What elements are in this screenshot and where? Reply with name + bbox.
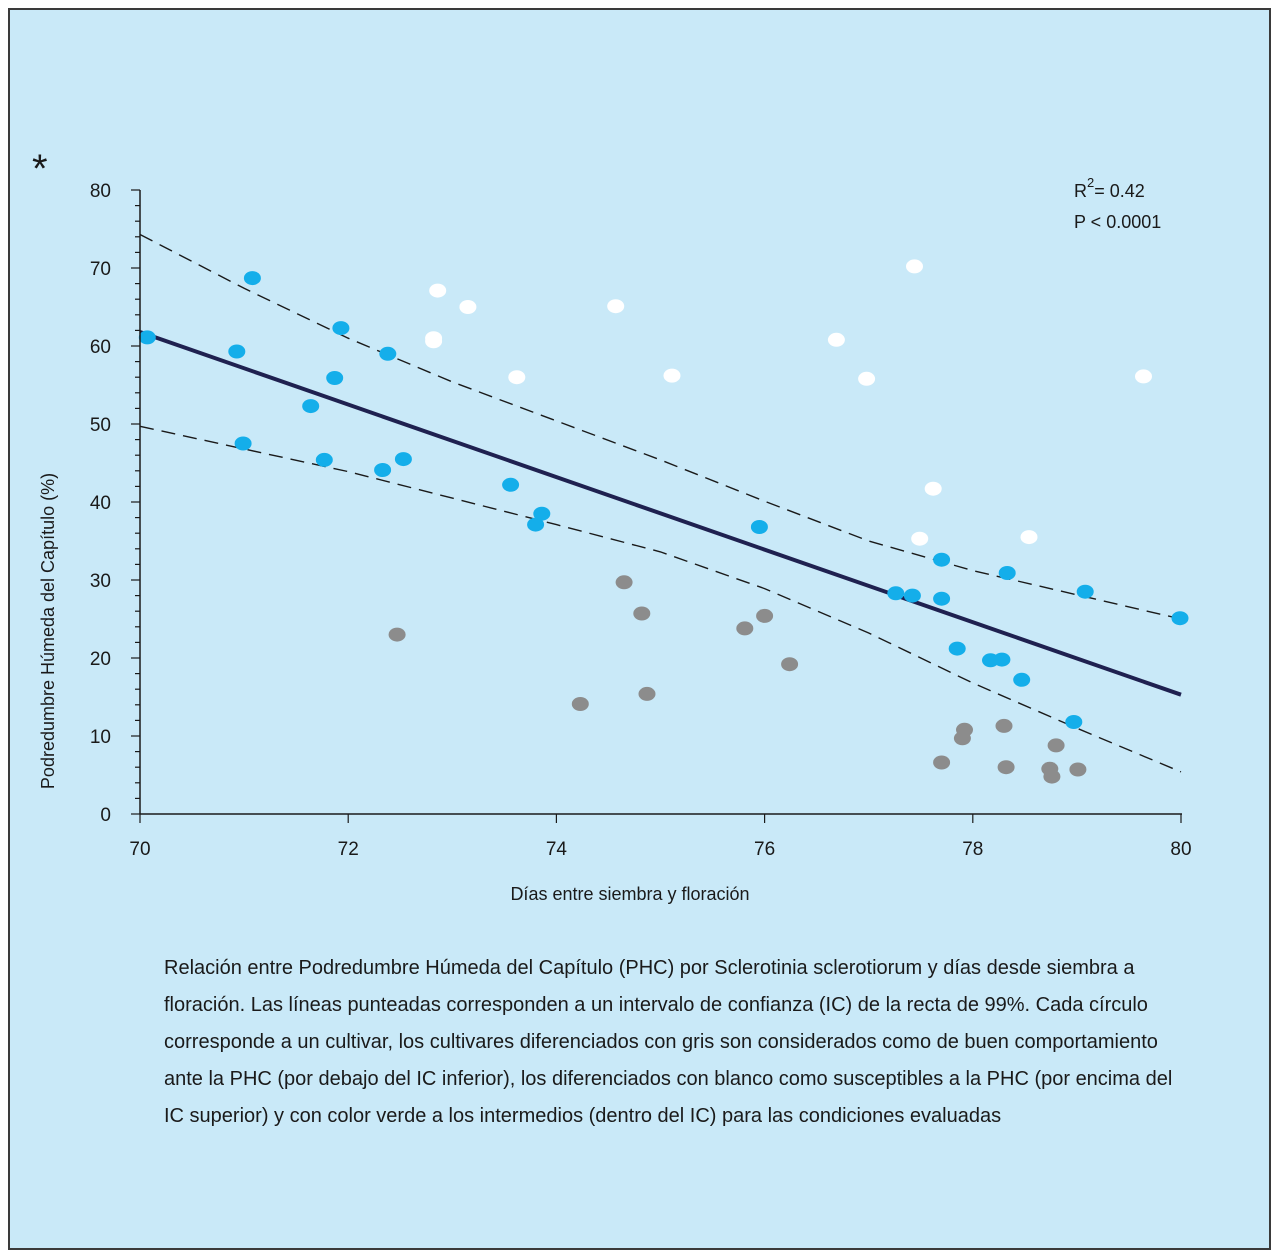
data-point bbox=[933, 591, 951, 606]
data-point bbox=[998, 566, 1016, 580]
data-point bbox=[326, 371, 344, 385]
data-point bbox=[858, 371, 876, 386]
r-squared-exponent: 2 bbox=[1087, 175, 1094, 190]
y-tick-label: 30 bbox=[90, 571, 111, 592]
data-point bbox=[1013, 672, 1031, 687]
p-value-annotation: P < 0.0001 bbox=[1074, 212, 1161, 232]
data-point bbox=[887, 586, 905, 601]
data-point bbox=[956, 722, 973, 737]
r-squared-value: = 0.42 bbox=[1094, 181, 1145, 201]
data-point bbox=[1076, 584, 1094, 599]
r-squared-symbol: R bbox=[1074, 181, 1087, 201]
r-squared-annotation: R2= 0.42 bbox=[1074, 175, 1145, 201]
data-point bbox=[948, 641, 966, 656]
data-point bbox=[607, 299, 625, 314]
data-point bbox=[781, 657, 799, 672]
figure-caption: Relación entre Podredumbre Húmeda del Ca… bbox=[164, 957, 1173, 1127]
data-point bbox=[425, 334, 443, 349]
data-point bbox=[394, 452, 412, 467]
data-point bbox=[1069, 762, 1087, 777]
data-point bbox=[571, 697, 589, 711]
data-point bbox=[332, 321, 350, 336]
data-point bbox=[903, 588, 921, 603]
x-tick-label: 74 bbox=[546, 839, 568, 860]
x-tick-label: 78 bbox=[962, 839, 983, 860]
x-axis-title: Días entre siembra y floración bbox=[510, 884, 749, 904]
x-tick-label: 70 bbox=[129, 839, 150, 860]
data-point bbox=[736, 621, 754, 636]
x-tick-label: 72 bbox=[338, 839, 359, 860]
data-point bbox=[315, 452, 333, 467]
figure-panel: * 0 10 20 30 40 50 60 70 80 70 72 74 76 78 80 R2= 0.42… bbox=[8, 8, 1271, 1250]
ci-lower-line bbox=[139, 425, 1182, 773]
y-axis-title: Podredumbre Húmeda del Capítulo (%) bbox=[38, 473, 58, 789]
x-tick-label: 80 bbox=[1170, 839, 1191, 860]
y-tick-label: 50 bbox=[90, 415, 111, 436]
data-point bbox=[756, 608, 774, 623]
data-point bbox=[993, 652, 1011, 667]
data-point bbox=[924, 481, 942, 496]
y-tick-label: 10 bbox=[90, 727, 111, 748]
data-point bbox=[243, 271, 261, 286]
data-point bbox=[906, 259, 923, 274]
fit-lines bbox=[139, 233, 1182, 773]
data-point bbox=[1135, 369, 1152, 384]
data-point bbox=[508, 370, 526, 385]
data-point bbox=[997, 760, 1015, 775]
data-point bbox=[638, 686, 656, 701]
data-point bbox=[615, 575, 633, 590]
y-tick-label: 0 bbox=[100, 805, 111, 826]
y-tick-label: 60 bbox=[90, 337, 111, 358]
data-points bbox=[138, 259, 1189, 784]
data-point bbox=[750, 520, 768, 534]
y-tick-label: 80 bbox=[90, 181, 111, 202]
data-point bbox=[827, 332, 845, 347]
data-point bbox=[911, 531, 929, 546]
data-point bbox=[995, 718, 1013, 733]
data-point bbox=[1020, 530, 1038, 545]
data-point bbox=[527, 517, 545, 532]
y-tick-label: 20 bbox=[90, 649, 111, 670]
data-point bbox=[459, 300, 477, 314]
y-tick-label: 70 bbox=[90, 259, 111, 280]
data-point bbox=[663, 368, 681, 383]
x-tick-label: 76 bbox=[754, 839, 775, 860]
data-point bbox=[302, 399, 320, 414]
ci-upper-line bbox=[139, 233, 1182, 620]
data-point bbox=[502, 477, 520, 492]
data-point bbox=[1065, 715, 1083, 729]
y-tick-label: 40 bbox=[90, 493, 111, 514]
data-point bbox=[533, 506, 551, 521]
data-point bbox=[379, 346, 397, 361]
data-point bbox=[228, 344, 246, 359]
data-point bbox=[1043, 769, 1061, 784]
asterisk-marker: * bbox=[32, 147, 48, 191]
data-point bbox=[138, 330, 156, 345]
data-point bbox=[633, 606, 651, 621]
data-point bbox=[374, 463, 392, 477]
data-point bbox=[429, 283, 447, 298]
scatter-chart: * 0 10 20 30 40 50 60 70 80 70 72 74 76 78 80 R2= 0.42… bbox=[32, 147, 1192, 904]
data-point bbox=[933, 552, 951, 567]
regression-line bbox=[139, 330, 1182, 697]
data-point bbox=[1047, 738, 1065, 753]
data-point bbox=[1171, 611, 1189, 626]
data-point bbox=[388, 627, 406, 642]
data-point bbox=[234, 436, 252, 451]
axes: 0 10 20 30 40 50 60 70 80 70 72 74 76 78 80 bbox=[90, 181, 1192, 860]
data-point bbox=[933, 755, 951, 770]
